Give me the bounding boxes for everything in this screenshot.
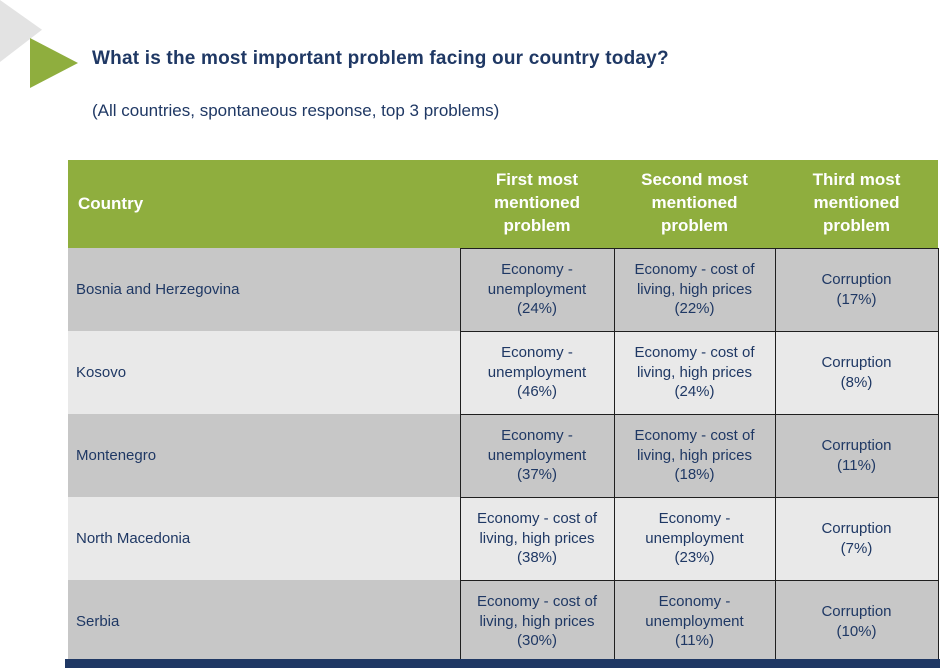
problem-percent: (17%) <box>836 290 877 308</box>
problem-cell: Economy - cost of living, high prices (1… <box>613 413 776 498</box>
problem-percent: (18%) <box>674 466 715 484</box>
problem-label: Corruption <box>821 271 892 288</box>
problem-label: Corruption <box>821 603 892 620</box>
problem-percent: (11%) <box>837 456 876 474</box>
problem-cell: Economy - cost of living, high prices (3… <box>459 579 615 664</box>
problem-cell: Corruption (11%) <box>774 413 939 498</box>
problem-percent: (7%) <box>840 539 873 557</box>
problem-label: Corruption <box>821 354 892 371</box>
problem-percent: (38%) <box>516 549 557 567</box>
bottom-bar <box>65 659 940 668</box>
problem-label: Economy - cost of living, high prices <box>634 427 755 464</box>
problem-cell: Economy - cost of living, high prices (2… <box>613 330 776 415</box>
problem-label: Corruption <box>821 520 892 537</box>
problem-percent: (24%) <box>516 300 557 318</box>
country-cell: Bosnia and Herzegovina <box>68 248 460 331</box>
problem-label: Economy - cost of living, high prices <box>634 344 755 381</box>
table-row: North Macedonia Economy - cost of living… <box>68 496 939 581</box>
problem-cell: Economy - cost of living, high prices (3… <box>459 496 615 581</box>
green-arrow-icon <box>30 38 78 88</box>
table-header-row: Country First most mentioned problem Sec… <box>68 160 938 248</box>
country-cell: Serbia <box>68 580 460 663</box>
page-title: What is the most important problem facin… <box>92 48 669 69</box>
table-row: Kosovo Economy - unemployment (46%) Econ… <box>68 330 939 415</box>
problem-cell: Corruption (10%) <box>774 579 939 664</box>
problem-label: Economy - unemployment <box>487 261 587 298</box>
problem-percent: (22%) <box>674 300 715 318</box>
problem-percent: (8%) <box>840 373 873 391</box>
problem-percent: (10%) <box>836 622 877 640</box>
column-header-third-problem: Third most mentioned problem <box>775 160 938 248</box>
country-cell: Kosovo <box>68 331 460 414</box>
problem-percent: (11%) <box>675 632 714 650</box>
problem-label: Economy - unemployment <box>487 344 587 381</box>
problem-cell: Corruption (7%) <box>774 496 939 581</box>
problem-cell: Economy - unemployment (24%) <box>459 247 615 332</box>
problem-cell: Economy - cost of living, high prices (2… <box>613 247 776 332</box>
problem-cell: Economy - unemployment (46%) <box>459 330 615 415</box>
problem-label: Economy - unemployment <box>645 510 744 547</box>
problem-cell: Corruption (8%) <box>774 330 939 415</box>
problem-cell: Economy - unemployment (23%) <box>613 496 776 581</box>
problem-label: Economy - unemployment <box>487 427 587 464</box>
problem-cell: Economy - unemployment (37%) <box>459 413 615 498</box>
problem-cell: Economy - unemployment (11%) <box>613 579 776 664</box>
problem-label: Corruption <box>821 437 892 454</box>
column-header-first-problem: First most mentioned problem <box>460 160 614 248</box>
problem-label: Economy - cost of living, high prices <box>634 261 755 298</box>
column-header-second-problem: Second most mentioned problem <box>614 160 775 248</box>
problem-label: Economy - cost of living, high prices <box>476 593 598 630</box>
table-row: Bosnia and Herzegovina Economy - unemplo… <box>68 247 939 332</box>
problem-percent: (46%) <box>516 383 557 401</box>
column-header-country: Country <box>68 160 460 248</box>
country-cell: North Macedonia <box>68 497 460 580</box>
table-row: Montenegro Economy - unemployment (37%) … <box>68 413 939 498</box>
problem-percent: (24%) <box>674 383 715 401</box>
country-cell: Montenegro <box>68 414 460 497</box>
page-subtitle: (All countries, spontaneous response, to… <box>92 101 500 120</box>
problem-percent: (23%) <box>674 549 715 567</box>
survey-table: Country First most mentioned problem Sec… <box>68 160 939 664</box>
problem-label: Economy - cost of living, high prices <box>476 510 598 547</box>
problem-percent: (30%) <box>516 632 557 650</box>
problem-label: Economy - unemployment <box>645 593 744 630</box>
table-row: Serbia Economy - cost of living, high pr… <box>68 579 939 664</box>
problem-percent: (37%) <box>516 466 557 484</box>
problem-cell: Corruption (17%) <box>774 247 939 332</box>
